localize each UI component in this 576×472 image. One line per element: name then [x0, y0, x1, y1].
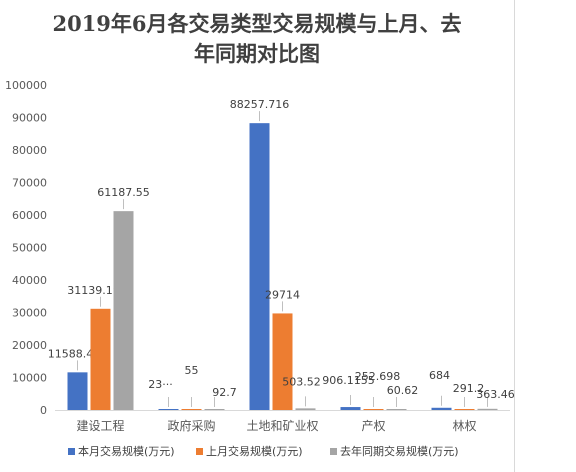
legend-swatch [68, 448, 75, 455]
data-label: 363.46 [476, 388, 515, 401]
y-tick-label: 70000 [12, 177, 47, 190]
y-tick-label: 80000 [12, 144, 47, 157]
legend-label: 去年同期交易规模(万元) [340, 445, 459, 458]
y-tick-label: 20000 [12, 339, 47, 352]
bar [363, 409, 384, 410]
x-category-label: 林权 [452, 419, 476, 433]
x-category-label: 政府采购 [167, 418, 215, 433]
y-tick-label: 10000 [12, 372, 47, 385]
data-label: 291.2 [453, 382, 485, 395]
data-label: 906.1155 [322, 374, 375, 387]
data-label: 60.62 [387, 384, 419, 397]
data-label: 29714 [265, 288, 300, 301]
bar [477, 408, 498, 410]
data-label: 61187.55 [97, 186, 150, 199]
y-tick-label: 0 [40, 404, 47, 417]
legend-item: 去年同期交易规模(万元) [330, 443, 459, 459]
bar [204, 409, 225, 410]
legend-swatch [196, 448, 203, 455]
bar [295, 408, 316, 410]
data-label: 23··· [148, 378, 173, 391]
y-tick-label: 60000 [12, 209, 47, 222]
bar [90, 308, 111, 410]
chart-border [514, 0, 515, 472]
y-tick-label: 30000 [12, 307, 47, 320]
bar [249, 123, 270, 411]
x-category-label: 产权 [361, 419, 385, 433]
legend-item: 本月交易规模(万元) [68, 443, 175, 459]
bar [340, 407, 361, 410]
x-category-label: 建设工程 [76, 418, 124, 433]
data-label: 55 [185, 364, 199, 377]
bar [181, 409, 202, 410]
data-label: 684 [429, 369, 450, 382]
legend-swatch [330, 448, 337, 455]
chart-legend: 本月交易规模(万元) 上月交易规模(万元) 去年同期交易规模(万元) [0, 440, 514, 460]
bar [454, 409, 475, 410]
bar [386, 409, 407, 410]
bar [67, 372, 88, 410]
y-tick-label: 90000 [12, 112, 47, 125]
bar [158, 409, 179, 410]
data-label: 503.52 [282, 375, 321, 388]
data-label: 252.698 [355, 370, 401, 383]
legend-label: 上月交易规模(万元) [206, 445, 303, 458]
bar [272, 313, 293, 410]
bar [113, 211, 134, 410]
y-tick-label: 100000 [5, 79, 47, 92]
x-category-label: 土地和矿业权 [246, 419, 318, 433]
y-tick-label: 50000 [12, 242, 47, 255]
bar [431, 407, 452, 410]
y-tick-label: 40000 [12, 274, 47, 287]
legend-item: 上月交易规模(万元) [196, 443, 303, 459]
chart-title-line-2: 年同期对比图 [194, 41, 320, 66]
data-label: 92.7 [212, 386, 237, 399]
legend-label: 本月交易规模(万元) [78, 445, 175, 458]
data-label: 88257.716 [230, 98, 290, 111]
chart-title-line-1: 2019年6月各交易类型交易规模与上月、去 [52, 11, 462, 36]
